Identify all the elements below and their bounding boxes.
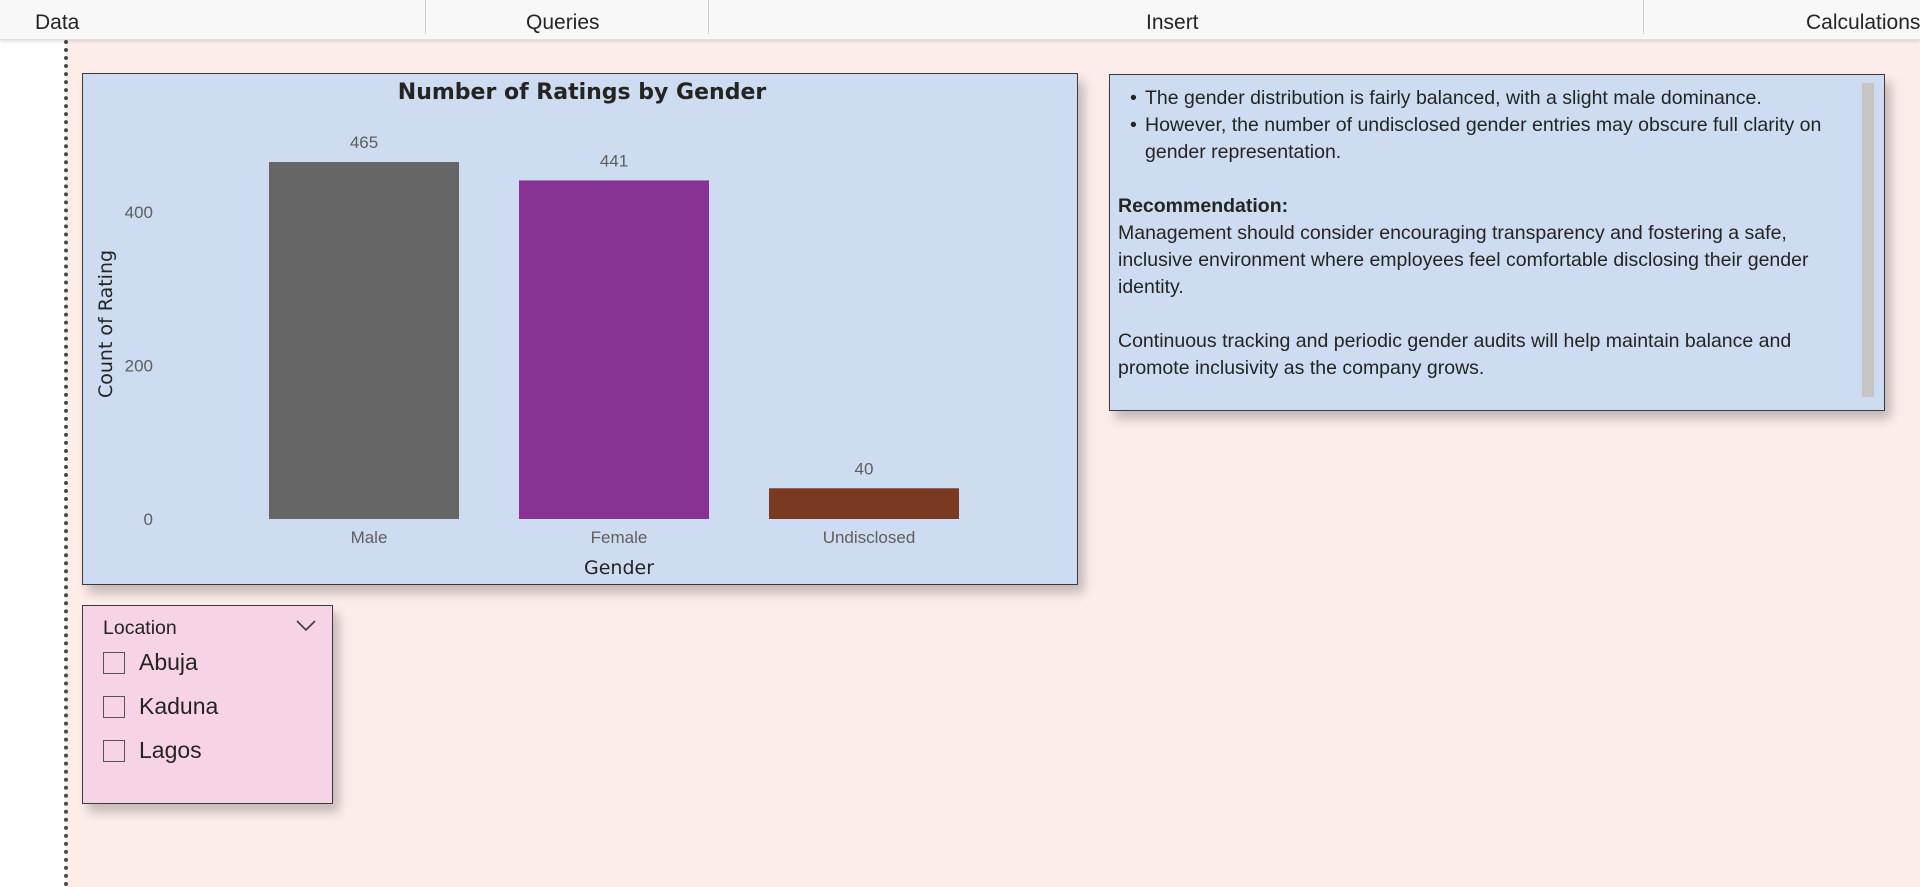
slicer-item-kaduna[interactable]: Kaduna [103,693,218,720]
data-label: 441 [600,151,628,170]
checkbox[interactable] [103,695,125,718]
closing-paragraph: Continuous tracking and periodic gender … [1118,330,1792,379]
ribbon-group-calculations[interactable]: Calculations [1806,11,1920,34]
slicer-item-label: Lagos [139,737,202,763]
ribbon-separator [1643,0,1644,34]
insight-bullet: The gender distribution is fairly balanc… [1130,85,1850,112]
data-label: 40 [855,459,874,478]
bar-series: 465 Male 441 Female 40 Undisclosed [269,133,959,547]
bar-chart-visual[interactable]: Number of Ratings by Gender Count of Rat… [82,73,1078,585]
slicer-title: Location [103,617,177,639]
x-tick-label: Male [351,528,388,547]
ribbon-group-data[interactable]: Data [35,11,80,34]
x-tick-label: Undisclosed [823,528,916,547]
y-tick-label: 400 [125,203,153,222]
ribbon-group-labels: Data Queries Insert Calculations [0,0,1920,40]
checkbox[interactable] [103,739,125,762]
insights-text-box[interactable]: The gender distribution is fairly balanc… [1109,74,1885,411]
bar-female[interactable] [519,180,709,519]
x-tick-label: Female [591,528,648,547]
x-axis-title: Gender [584,557,654,579]
slicer-item-label: Abuja [139,649,198,675]
checkbox[interactable] [103,651,125,674]
slicer-item-lagos[interactable]: Lagos [103,737,202,764]
bar-male[interactable] [269,162,459,519]
canvas-page-border [64,40,68,887]
text-box-scrollbar[interactable] [1862,83,1874,397]
location-slicer[interactable]: Location Abuja Kaduna Lagos [82,605,333,804]
y-axis-ticks: 0 200 400 [125,203,153,529]
recommendation-heading: Recommendation: [1118,195,1289,217]
data-label: 465 [350,133,378,152]
slicer-item-label: Kaduna [139,693,219,719]
insights-bullet-list: The gender distribution is fairly balanc… [1118,85,1850,166]
ribbon-group-queries[interactable]: Queries [526,11,600,34]
slicer-item-abuja[interactable]: Abuja [103,649,198,676]
bar-chart-svg: Number of Ratings by Gender Count of Rat… [95,80,959,579]
chevron-down-icon[interactable] [296,620,316,632]
bar-undisclosed[interactable] [769,488,959,519]
ribbon-group-insert[interactable]: Insert [1146,11,1199,34]
y-axis-title: Count of Rating [95,250,117,398]
y-tick-label: 0 [144,510,153,529]
ribbon-separator [425,0,426,34]
y-tick-label: 200 [125,356,153,375]
insight-bullet: However, the number of undisclosed gende… [1130,112,1850,166]
chart-title: Number of Ratings by Gender [398,80,767,105]
recommendation-body: Management should consider encouraging t… [1118,222,1809,298]
ribbon-separator [708,0,709,34]
